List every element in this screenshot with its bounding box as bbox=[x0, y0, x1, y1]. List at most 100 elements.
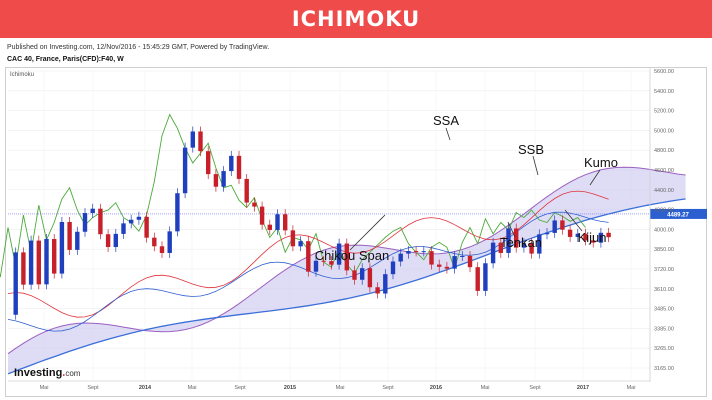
candle-body bbox=[413, 251, 419, 253]
candle-body bbox=[452, 256, 457, 269]
annotation-arrow bbox=[349, 214, 386, 251]
y-tick-label: 4000.00 bbox=[654, 227, 674, 233]
x-tick-label: Sept bbox=[87, 385, 99, 391]
candle-body bbox=[252, 202, 257, 207]
x-tick-label: 2015 bbox=[284, 385, 296, 391]
candle-body bbox=[537, 234, 542, 254]
y-tick-label: 3720.00 bbox=[654, 267, 674, 273]
candle-body bbox=[213, 174, 219, 187]
candle-body bbox=[506, 228, 511, 253]
investing-logo: Investing.com bbox=[14, 367, 81, 379]
last-price-label: 4489.27 bbox=[667, 212, 689, 218]
candle-body bbox=[390, 261, 396, 275]
candle-body bbox=[575, 233, 580, 237]
candle-body bbox=[406, 251, 411, 254]
x-tick-label: Sept bbox=[529, 385, 541, 391]
candle-body bbox=[152, 237, 157, 247]
candle-body bbox=[136, 216, 142, 220]
candle-body bbox=[144, 216, 149, 238]
annotation-label: Kumo bbox=[584, 155, 618, 170]
y-tick-label: 4800.00 bbox=[654, 148, 674, 154]
candle-body bbox=[375, 287, 380, 294]
annotation-arrow bbox=[564, 209, 583, 232]
annotation-arrow bbox=[589, 169, 601, 186]
candle-body bbox=[567, 229, 573, 237]
y-tick-label: 3610.00 bbox=[654, 287, 674, 293]
candle-body bbox=[298, 241, 303, 247]
y-tick-label: 3165.00 bbox=[654, 366, 674, 372]
candle-body bbox=[329, 261, 334, 265]
banner-title: ICHIMOKU bbox=[291, 7, 421, 31]
candle-body bbox=[229, 155, 234, 172]
candle-body bbox=[75, 231, 80, 250]
candle-body bbox=[598, 232, 604, 243]
y-tick-label: 5200.00 bbox=[654, 109, 674, 115]
candle-body bbox=[552, 220, 557, 233]
candle-body bbox=[259, 206, 265, 225]
y-tick-label: 3850.00 bbox=[654, 247, 674, 253]
y-tick-label: 3265.00 bbox=[654, 346, 674, 352]
candle-body bbox=[236, 155, 242, 179]
candle-body bbox=[591, 240, 596, 243]
instrument-label: CAC 40, France, Paris(CFD):F40, W bbox=[7, 56, 124, 63]
x-tick-label: Mai bbox=[481, 385, 490, 391]
x-tick-label: 2016 bbox=[430, 385, 442, 391]
candle-body bbox=[467, 255, 473, 268]
candle-body bbox=[306, 241, 311, 272]
candle-body bbox=[313, 260, 319, 272]
x-tick-label: 2017 bbox=[577, 385, 589, 391]
candle-body bbox=[398, 253, 403, 262]
candle-body bbox=[21, 252, 26, 285]
candle-body bbox=[283, 214, 288, 231]
candle-body bbox=[490, 242, 496, 264]
candle-body bbox=[121, 223, 126, 234]
candle-body bbox=[367, 268, 373, 288]
last-price-tag bbox=[650, 208, 707, 219]
candle-body bbox=[421, 251, 426, 253]
candle-body bbox=[321, 260, 326, 262]
candle-body bbox=[514, 228, 519, 248]
candle-body bbox=[475, 267, 480, 291]
candle-body bbox=[105, 234, 111, 248]
candle-body bbox=[437, 264, 442, 267]
annotation-label: SSB bbox=[518, 142, 544, 157]
y-tick-label: 3385.00 bbox=[654, 326, 674, 332]
candle-body bbox=[529, 243, 534, 254]
candle-body bbox=[352, 270, 357, 280]
x-tick-label: Sept bbox=[382, 385, 394, 391]
candle-body bbox=[28, 240, 34, 285]
x-tick-label: Mai bbox=[627, 385, 636, 391]
candle-body bbox=[198, 131, 203, 152]
candle-body bbox=[167, 231, 172, 253]
candle-body bbox=[344, 243, 349, 271]
candle-body bbox=[383, 274, 388, 294]
candle-body bbox=[221, 171, 226, 187]
candle-body bbox=[59, 221, 65, 274]
candle-body bbox=[544, 232, 550, 235]
candle-body bbox=[129, 219, 134, 224]
candle-body bbox=[82, 213, 88, 232]
candle-body bbox=[190, 131, 195, 148]
candle-body bbox=[483, 263, 488, 291]
candle-body bbox=[244, 178, 249, 203]
candle-body bbox=[444, 266, 450, 269]
candle-body bbox=[206, 151, 211, 175]
candle-body bbox=[159, 246, 165, 253]
candle-body bbox=[583, 233, 588, 241]
ssb-line bbox=[7, 198, 686, 375]
annotation-label: Kijun bbox=[578, 230, 607, 245]
panel-label: Ichimoku bbox=[10, 72, 35, 78]
candle-body bbox=[560, 220, 565, 230]
candle-body bbox=[36, 240, 41, 285]
candle-body bbox=[90, 208, 95, 214]
y-tick-label: 5000.00 bbox=[654, 128, 674, 134]
published-note: Published on Investing.com, 12/Nov/2016 … bbox=[7, 44, 270, 51]
annotation-arrow bbox=[507, 221, 516, 238]
candle-body bbox=[429, 251, 434, 265]
y-tick-label: 4400.00 bbox=[654, 188, 674, 194]
candle-body bbox=[521, 243, 527, 248]
candle-body bbox=[336, 243, 342, 265]
y-tick-label: 4600.00 bbox=[654, 168, 674, 174]
candle-body bbox=[44, 239, 49, 285]
